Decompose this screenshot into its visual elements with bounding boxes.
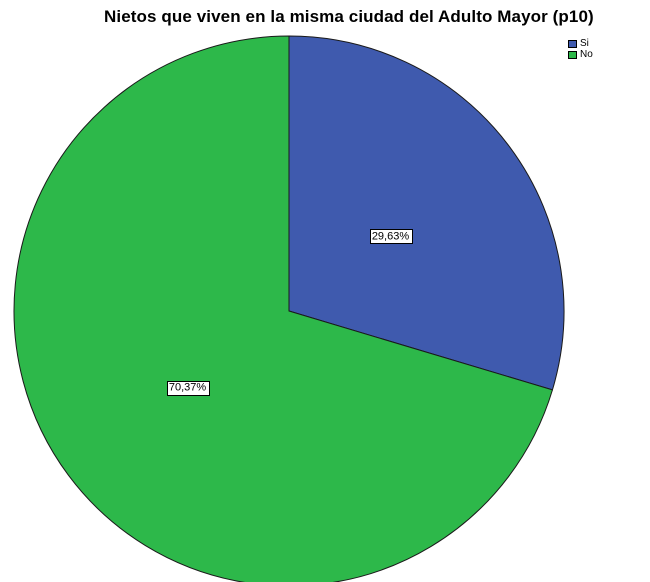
slice-label-si: 29,63%: [370, 229, 413, 244]
slice-label-box-no: [167, 381, 210, 396]
chart-title: Nietos que viven en la misma ciudad del …: [104, 7, 594, 26]
legend-label-si: Si: [580, 38, 589, 49]
legend: Si No: [568, 38, 593, 60]
slice-label-text-no: 70,37%: [169, 382, 207, 394]
pie-slice-si: [288, 35, 565, 391]
legend-label-no: No: [580, 49, 593, 60]
slice-label-no: 70,37%: [167, 381, 210, 396]
legend-item-si: Si: [568, 38, 593, 49]
legend-item-no: No: [568, 49, 593, 60]
legend-swatch-no: [568, 50, 577, 59]
slice-label-text-si: 29,63%: [372, 230, 410, 242]
pie-slice-no: [13, 35, 554, 582]
slice-label-box-si: [370, 229, 413, 244]
legend-swatch-si: [568, 39, 577, 48]
